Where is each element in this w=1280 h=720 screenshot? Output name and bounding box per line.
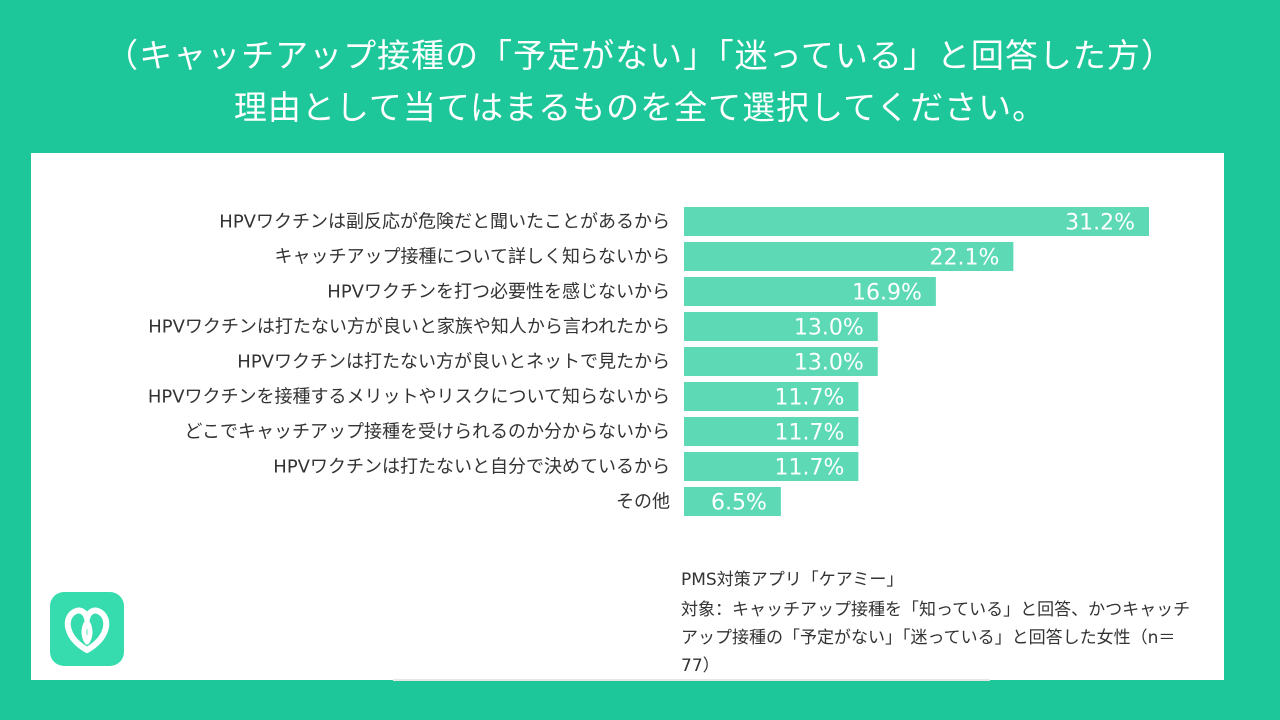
category-label: どこでキャッチアップ接種を受けられるのか分からないから <box>185 422 670 443</box>
source-note: PMS対策アプリ「ケアミー」 <box>681 570 904 590</box>
bar <box>684 277 936 306</box>
category-label: HPVワクチンを接種するメリットやリスクについて知らないから <box>148 387 670 408</box>
card-divider <box>393 679 990 681</box>
bar <box>684 417 859 446</box>
category-label: HPVワクチンは打たない方が良いとネットで見たから <box>237 352 670 373</box>
heart-icon <box>64 607 110 653</box>
bar <box>684 452 859 481</box>
app-logo <box>50 592 124 666</box>
category-label: キャッチアップ接種について詳しく知らないから <box>275 247 670 268</box>
data-label: 11.7% <box>774 386 844 411</box>
category-label: HPVワクチンは副反応が危険だと聞いたことがあるから <box>219 212 670 233</box>
data-label: 31.2% <box>1065 211 1135 236</box>
target-note: 対象：キャッチアップ接種を「知っている」と回答、かつキャッチアップ接種の「予定が… <box>681 600 1191 676</box>
data-label: 11.7% <box>774 421 844 446</box>
bar <box>684 347 878 376</box>
data-label: 13.0% <box>794 351 864 376</box>
chart-title-line-2: 理由として当てはまるものを全て選択してください。 <box>233 88 1047 127</box>
category-label: その他 <box>616 492 670 513</box>
chart-title: （キャッチアップ接種の「予定がない」「迷っている」と回答した方） 理由として当て… <box>0 30 1280 134</box>
bar-chart: HPVワクチンは副反応が危険だと聞いたことがあるから 31.2% キャッチアップ接種… <box>148 207 1149 516</box>
category-label: HPVワクチンを打つ必要性を感じないから <box>327 282 670 303</box>
category-label: HPVワクチンは打たないと自分で決めているから <box>273 457 670 478</box>
data-label: 22.1% <box>929 246 999 271</box>
chart-title-line-1: （キャッチアップ接種の「予定がない」「迷っている」と回答した方） <box>105 36 1175 75</box>
chart-card <box>31 153 1224 680</box>
data-label: 11.7% <box>774 456 844 481</box>
data-label: 6.5% <box>711 491 767 516</box>
bar <box>684 487 781 516</box>
data-label: 16.9% <box>852 281 922 306</box>
bar <box>684 382 859 411</box>
chart-footer: PMS対策アプリ「ケアミー」 対象：キャッチアップ接種を「知っている」と回答、か… <box>681 566 1201 680</box>
bar <box>684 207 1149 236</box>
bar <box>684 312 878 341</box>
data-label: 13.0% <box>794 316 864 341</box>
category-label: HPVワクチンは打たない方が良いと家族や知人から言われたから <box>148 317 670 338</box>
bar <box>684 242 1014 271</box>
